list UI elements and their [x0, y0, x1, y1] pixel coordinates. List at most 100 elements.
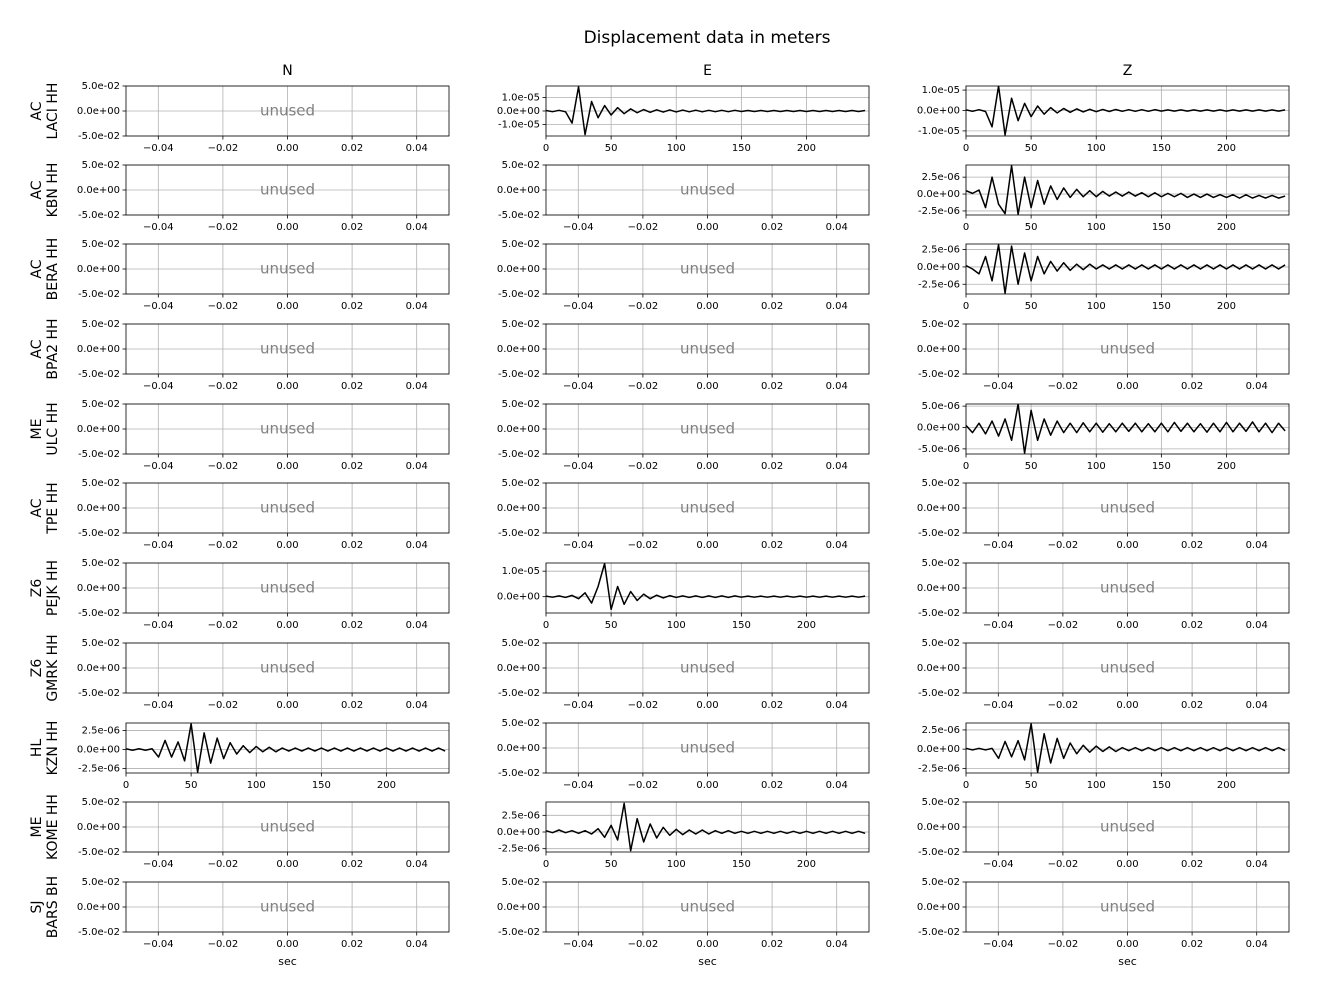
x-tick-label: −0.04 [143, 859, 174, 870]
x-tick-label: 50 [605, 859, 618, 870]
y-axis-label: AC [29, 339, 45, 358]
y-tick-label: 0.0e+00 [497, 827, 540, 838]
x-tick-label: 0.00 [276, 540, 298, 551]
y-tick-label: -5.0e-02 [78, 131, 120, 142]
axes-frame [125, 801, 450, 853]
axes-frame [545, 482, 870, 534]
x-tick-label: 0.04 [1246, 620, 1268, 631]
x-tick-label: 0.02 [761, 461, 783, 472]
y-tick-label: -1.0e-05 [498, 120, 540, 131]
y-tick-label: 0.0e+00 [77, 264, 120, 275]
subplot: −0.04 −0.02 0.00 0.02 0.04 -5.0e-02 0.0e+00 5.0… [917, 478, 1290, 551]
x-tick-label: 200 [797, 859, 816, 870]
x-tick-label: 0 [963, 461, 969, 472]
subplot: −0.04 −0.02 0.00 0.02 0.04 -5.0e-02 0.0e+00 5.0… [497, 718, 870, 791]
y-tick-label: -5.0e-02 [498, 369, 540, 380]
x-tick-label: 0.00 [276, 620, 298, 631]
x-tick-label: 0.04 [1246, 381, 1268, 392]
trace-line [126, 723, 446, 773]
y-tick-label: -1.0e-05 [918, 126, 960, 137]
x-tick-label: 200 [377, 780, 396, 791]
y-tick-label: 0.0e+00 [497, 344, 540, 355]
x-tick-label: 0.04 [406, 620, 428, 631]
x-tick-label: 150 [1152, 461, 1171, 472]
y-tick-label: 5.0e-02 [922, 478, 960, 489]
y-tick-label: 0.0e+00 [917, 583, 960, 594]
y-tick-label: 0.0e+00 [497, 106, 540, 117]
x-tick-label: 150 [732, 620, 751, 631]
trace-line [966, 165, 1286, 215]
y-axis-label: BERA HH [45, 238, 61, 301]
y-axis-label: AC [29, 180, 45, 199]
axes-frame [545, 243, 870, 295]
x-tick-label: 0.04 [826, 939, 848, 950]
trace-line [966, 404, 1286, 454]
y-tick-label: 0.0e+00 [917, 262, 960, 273]
y-tick-label: 5.0e-06 [922, 401, 960, 412]
x-tick-label: 0 [123, 780, 129, 791]
y-tick-label: -5.0e-02 [498, 210, 540, 221]
y-tick-label: 0.0e+00 [77, 185, 120, 196]
x-tick-label: 200 [1217, 461, 1236, 472]
axes-frame [545, 642, 870, 694]
axes-frame [965, 722, 1290, 774]
axes-frame [965, 562, 1290, 614]
y-tick-label: -5.0e-02 [78, 210, 120, 221]
y-axis-label: AC [29, 101, 45, 120]
x-tick-label: 0.00 [696, 381, 718, 392]
y-tick-label: -5.0e-06 [918, 444, 960, 455]
y-tick-label: 5.0e-02 [82, 319, 120, 330]
y-tick-label: 0.0e+00 [77, 745, 120, 756]
subplot: −0.04 −0.02 0.00 0.02 0.04 -5.0e-02 0.0e+00 5.0… [497, 399, 870, 472]
y-axis-label: KZN HH [45, 721, 61, 776]
x-tick-label: 0.00 [696, 939, 718, 950]
x-tick-label: −0.02 [628, 301, 659, 312]
y-tick-label: -5.0e-02 [78, 608, 120, 619]
x-tick-label: 0.02 [341, 461, 363, 472]
y-tick-label: 5.0e-02 [502, 319, 540, 330]
x-tick-label: 0.00 [1116, 859, 1138, 870]
trace-line [966, 86, 1286, 136]
y-tick-label: -5.0e-02 [78, 688, 120, 699]
x-tick-label: −0.04 [983, 939, 1014, 950]
axes-frame [965, 323, 1290, 375]
x-tick-label: −0.02 [628, 540, 659, 551]
y-tick-label: 5.0e-02 [82, 558, 120, 569]
y-tick-label: 1.0e-05 [502, 92, 540, 103]
y-axis-label: ULC HH [45, 402, 61, 455]
y-tick-label: -5.0e-02 [918, 608, 960, 619]
y-tick-label: 0.0e+00 [77, 822, 120, 833]
annotation: unused [680, 898, 735, 916]
x-tick-label: 150 [732, 143, 751, 154]
y-tick-label: -5.0e-02 [78, 847, 120, 858]
y-axis-label: AC [29, 259, 45, 278]
x-tick-label: 0.02 [341, 143, 363, 154]
subplot: 0 50 100 150 200 -1.0e-05 0.0e+00 1.0e-05 E [497, 63, 870, 154]
x-tick-label: −0.04 [983, 540, 1014, 551]
y-tick-label: 0.0e+00 [77, 344, 120, 355]
subplot: −0.04 −0.02 0.00 0.02 0.04 -5.0e-02 0.0e+00 5.0… [29, 478, 450, 551]
y-tick-label: 5.0e-02 [502, 478, 540, 489]
subplot: −0.04 −0.02 0.00 0.02 0.04 -5.0e-02 0.0e+00 5.0… [497, 319, 870, 392]
axes-frame [965, 482, 1290, 534]
axes-frame [965, 85, 1290, 137]
x-tick-label: 50 [1025, 143, 1038, 154]
x-tick-label: 100 [1087, 143, 1106, 154]
x-tick-label: −0.04 [143, 540, 174, 551]
x-tick-label: −0.02 [628, 222, 659, 233]
y-axis-label: AC [29, 498, 45, 517]
x-tick-label: 50 [1025, 780, 1038, 791]
annotation: unused [260, 499, 315, 517]
subplot-title: E [703, 63, 712, 79]
x-tick-label: 0.04 [406, 461, 428, 472]
x-tick-label: 0.00 [276, 859, 298, 870]
x-tick-label: 0.04 [826, 381, 848, 392]
subplot: −0.04 −0.02 0.00 0.02 0.04 -5.0e-02 0.0e+00 5.0… [917, 319, 1290, 392]
x-tick-label: 0.00 [1116, 700, 1138, 711]
y-tick-label: 5.0e-02 [502, 239, 540, 250]
annotation: unused [260, 818, 315, 836]
x-tick-label: 50 [605, 620, 618, 631]
x-tick-label: 0.04 [826, 301, 848, 312]
y-tick-label: -5.0e-02 [78, 369, 120, 380]
x-tick-label: −0.02 [628, 939, 659, 950]
